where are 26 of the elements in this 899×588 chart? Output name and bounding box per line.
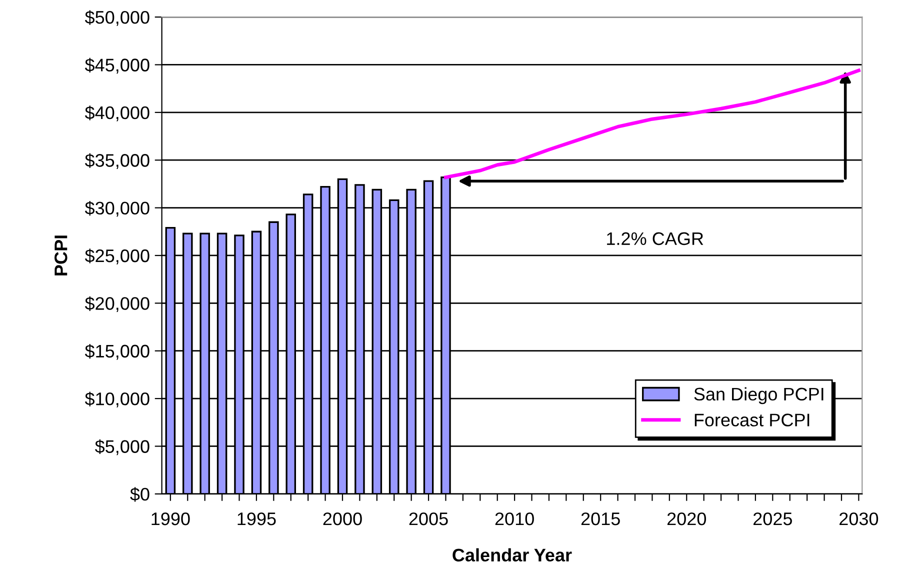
x-tick-label: 2000	[323, 512, 362, 526]
y-tick-label: $35,000	[84, 153, 150, 169]
x-tick-label: 2005	[409, 512, 448, 526]
y-tick-label: $15,000	[84, 344, 150, 360]
legend-label: San Diego PCPI	[694, 387, 824, 404]
x-tick-label: 2020	[667, 512, 706, 526]
y-tick-label: $10,000	[84, 392, 150, 408]
x-tick-label: 1995	[238, 512, 276, 526]
x-tick-label: 2015	[581, 512, 620, 526]
x-tick-label: 2025	[753, 512, 792, 526]
y-tick-label: $30,000	[84, 200, 150, 217]
y-axis-title: PCPI	[54, 236, 68, 276]
x-tick-label: 2010	[495, 512, 534, 526]
y-tick-label: $25,000	[84, 248, 150, 264]
y-tick-label: $20,000	[84, 296, 150, 312]
y-tick-label: $5,000	[94, 439, 150, 456]
x-tick-label: 2030	[840, 512, 878, 526]
y-tick-label: $40,000	[84, 106, 150, 122]
annotation: 1.2% CAGR	[607, 232, 704, 246]
x-axis-title: Calendar Year	[452, 548, 572, 562]
y-tick-label: $45,000	[84, 58, 150, 74]
y-tick-label: $0	[130, 487, 150, 502]
line-series	[444, 68, 860, 180]
x-tick-label: 1990	[152, 512, 190, 526]
y-tick-label: $50,000	[84, 10, 150, 26]
legend-label: Forecast PCPI	[694, 414, 810, 426]
